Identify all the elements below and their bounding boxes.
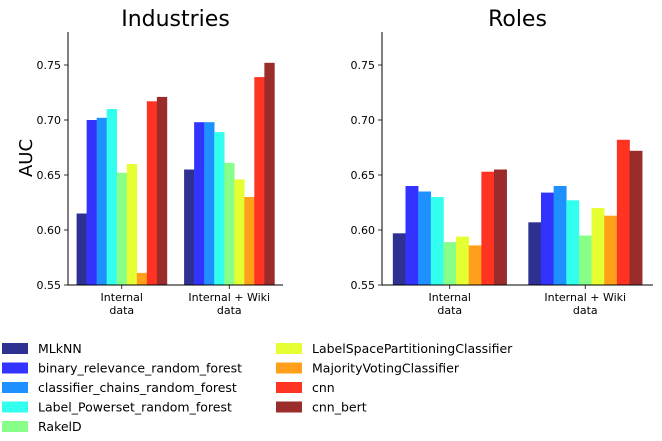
bar-binary_relevance_random_forest	[540, 192, 554, 285]
legend-swatch	[2, 421, 28, 432]
y-axis-label: AUC	[16, 139, 37, 177]
y-tick-label: 0.65	[351, 169, 376, 182]
legend-label: Label_Powerset_random_forest	[38, 400, 232, 415]
y-tick-label: 0.75	[351, 59, 376, 72]
x-tick-label: Internal data	[101, 291, 143, 317]
y-tick-label: 0.70	[37, 114, 62, 127]
bar-LabelSpacePartitioningClassifier	[456, 236, 470, 285]
panel-title: Roles	[488, 7, 547, 32]
y-tick-label: 0.55	[351, 279, 376, 292]
legend-swatch	[2, 382, 28, 393]
y-tick-label: 0.60	[351, 224, 376, 237]
y-tick-label: 0.60	[37, 224, 62, 237]
y-tick-label: 0.65	[37, 169, 62, 182]
bar-MajorityVotingClassifier	[468, 245, 482, 285]
legend-label: RakelD	[38, 419, 82, 434]
legend-label: classifier_chains_random_forest	[38, 380, 237, 395]
panel-title: Industries	[121, 7, 230, 32]
bar-cnn	[481, 171, 495, 285]
bar-cnn	[616, 139, 630, 285]
bar-MLkNN	[76, 213, 87, 285]
bar-MLkNN	[528, 222, 542, 285]
x-tick-label: Internal data	[429, 291, 471, 317]
bar-RakelD	[224, 162, 235, 285]
legend-swatch	[276, 382, 302, 393]
x-tick-label: Internal + Wiki data	[188, 291, 270, 317]
bar-binary_relevance_random_forest	[86, 120, 97, 285]
legend-label: binary_relevance_random_forest	[38, 361, 242, 376]
bar-MajorityVotingClassifier	[604, 215, 618, 285]
legend-swatch	[2, 343, 28, 354]
bar-RakelD	[116, 172, 128, 285]
bar-MajorityVotingClassifier	[244, 197, 255, 285]
y-tick-label: 0.70	[351, 114, 376, 127]
legend-label: cnn	[312, 380, 335, 395]
legend-swatch	[2, 401, 28, 413]
legend-label: MLkNN	[38, 341, 82, 356]
legend-swatch	[276, 343, 302, 354]
legend: MLkNN binary_relevance_random_forestclass…	[2, 341, 513, 434]
bar-Label_Powerset_random_forest	[430, 197, 444, 285]
bar-classifier_chains_random_forest	[553, 186, 567, 285]
bar-cnn_bert	[629, 150, 643, 285]
y-tick-label: 0.75	[37, 59, 62, 72]
bar-Label_Powerset_random_forest	[106, 109, 118, 285]
bar-Label_Powerset_random_forest	[214, 132, 225, 285]
bar-LabelSpacePartitioningClassifier	[591, 208, 605, 285]
legend-label: cnn_bert	[312, 400, 367, 415]
bar-MLkNN	[392, 233, 406, 285]
x-tick-label: Internal + Wiki data	[544, 291, 626, 317]
bar-binary_relevance_random_forest	[405, 186, 419, 285]
bar-MajorityVotingClassifier	[136, 272, 148, 285]
bar-classifier_chains_random_forest	[418, 191, 432, 285]
bar-binary_relevance_random_forest	[194, 122, 205, 285]
bar-cnn_bert	[264, 62, 275, 285]
bar-cnn_bert	[494, 169, 507, 285]
y-tick-label: 0.55	[37, 279, 62, 292]
legend-label: LabelSpacePartitioningClassifier	[312, 341, 513, 356]
bar-LabelSpacePartitioningClassifier	[126, 164, 138, 285]
bar-cnn_bert	[156, 96, 168, 286]
bar-cnn	[254, 77, 265, 285]
panel-roles: Roles Internal data Internal + Wiki data 0.55…	[351, 7, 653, 317]
bar-RakelD	[443, 242, 457, 285]
legend-swatch	[276, 362, 302, 374]
legend-swatch	[276, 401, 302, 413]
bar-LabelSpacePartitioningClassifier	[234, 179, 245, 285]
bar-classifier_chains_random_forest	[96, 117, 107, 285]
bar-MLkNN	[184, 169, 195, 285]
bar-cnn	[146, 101, 158, 285]
panel-industries: Industries Internal data Internal + Wiki dat…	[37, 7, 283, 317]
legend-label: MajorityVotingClassifier	[312, 361, 460, 376]
legend-swatch	[2, 362, 28, 374]
bar-RakelD	[578, 235, 592, 285]
bar-classifier_chains_random_forest	[204, 122, 215, 285]
bar-Label_Powerset_random_forest	[566, 200, 580, 285]
